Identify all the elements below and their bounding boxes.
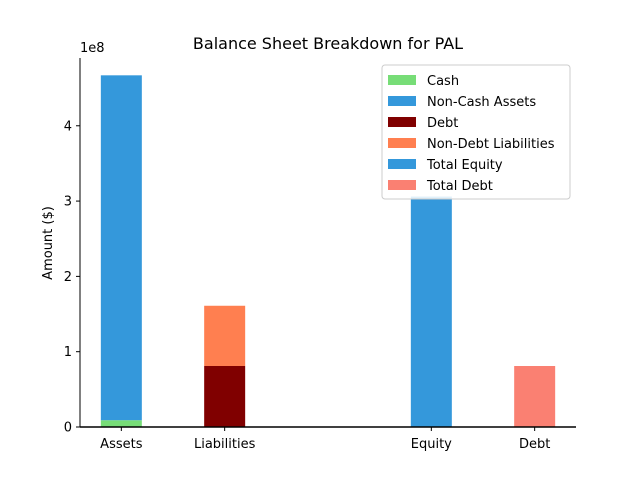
- legend-label: Cash: [427, 74, 459, 89]
- bar-total-equity: [410, 196, 452, 427]
- legend: Cash Non-Cash Assets Debt Non-Debt Liabilit…: [381, 64, 571, 200]
- y-offset-label: 1e8: [80, 41, 105, 56]
- bar-debt: [204, 366, 246, 427]
- y-tick-label: 2: [64, 270, 72, 285]
- legend-swatch: [388, 75, 416, 85]
- y-axis-title: Amount ($): [41, 206, 56, 280]
- plot-area: 0 1 2 3 4 Assets Liabilities Equity Debt: [64, 58, 576, 452]
- bar-cash: [100, 420, 142, 427]
- y-tick-label: 4: [64, 119, 72, 134]
- legend-frame: [381, 64, 571, 200]
- legend-swatch: [388, 180, 416, 190]
- legend-label: Non-Cash Assets: [427, 95, 536, 110]
- legend-swatch: [388, 159, 416, 169]
- x-tick-label: Assets: [100, 437, 143, 452]
- bar-non-cash-assets: [100, 75, 142, 421]
- bar-total-debt: [514, 366, 556, 427]
- legend-label: Total Equity: [426, 158, 503, 173]
- chart-title: Balance Sheet Breakdown for PAL: [193, 34, 463, 53]
- legend-swatch: [388, 138, 416, 148]
- y-tick-label: 0: [64, 421, 72, 436]
- legend-label: Debt: [427, 116, 458, 131]
- x-tick-label: Liabilities: [194, 437, 256, 452]
- y-tick-label: 3: [64, 195, 72, 210]
- x-tick-label: Debt: [519, 437, 550, 452]
- legend-swatch: [388, 96, 416, 106]
- legend-label: Non-Debt Liabilities: [427, 137, 555, 152]
- x-tick-label: Equity: [411, 437, 452, 452]
- legend-label: Total Debt: [426, 179, 493, 194]
- legend-swatch: [388, 117, 416, 127]
- bar-non-debt-liabilities: [204, 305, 246, 366]
- y-tick-label: 1: [64, 345, 72, 360]
